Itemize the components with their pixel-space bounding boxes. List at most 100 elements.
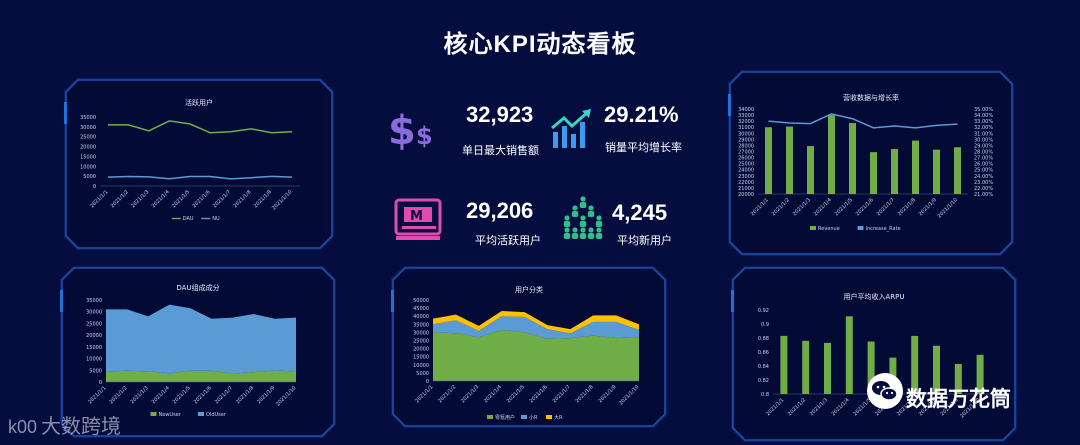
y-tick-label: 35000: [413, 322, 429, 328]
brand-logo-mark: k00: [8, 417, 38, 437]
brand-logo: k00 大数跨境: [8, 410, 121, 439]
y-tick-label: 21.00%: [974, 192, 993, 198]
chart-title: 营收数据与增长率: [843, 93, 899, 102]
person-body: [587, 233, 595, 239]
legend-label: 大R: [554, 414, 563, 421]
person-head: [588, 205, 594, 211]
panel-frame: [65, 79, 333, 249]
revenue-bar: [912, 140, 919, 194]
panel-accent: [731, 290, 734, 312]
y-tick-label: 0.84: [758, 364, 769, 370]
increase-rate-line: [768, 113, 958, 129]
y-tick-label: 30000: [738, 131, 754, 137]
revenue-bar: [828, 115, 835, 194]
y-tick-label: 25000: [413, 339, 429, 345]
y-tick-label: 28.00%: [974, 150, 993, 156]
legend-swatch: [487, 415, 493, 419]
people-group-icon: [560, 194, 606, 247]
panel-accent: [60, 290, 63, 312]
kpi-avg-active-users-value: 29,206: [466, 198, 534, 223]
series-line-nu: [107, 175, 293, 180]
y-tick-label: 10000: [413, 363, 429, 369]
y-tick-label: 33.00%: [974, 119, 993, 125]
arpu-bar: [911, 335, 919, 394]
revenue-bar: [891, 149, 898, 194]
brand-name: 大数跨境: [41, 416, 122, 438]
y-tick-label: 0.8: [761, 392, 769, 398]
y-tick-label: 0: [93, 184, 96, 190]
y-tick-label: 22000: [738, 180, 754, 186]
y-tick-label: 25.00%: [974, 168, 993, 174]
y-tick-label: 20000: [413, 347, 429, 353]
y-tick-label: 33000: [738, 113, 754, 119]
revenue-bar: [954, 147, 961, 194]
y-tick-label: 45000: [413, 306, 429, 312]
chart-title: DAU组成成分: [176, 283, 219, 292]
kpi-avg-new-users-label: 平均新用户: [617, 235, 672, 247]
person-head: [580, 227, 586, 233]
chart-dau-composition: DAU组成成分 35000 30000 25000 20000 15000 10000 500…: [60, 266, 336, 438]
y-tick-label: 27000: [738, 150, 754, 156]
y-tick-label: 20000: [738, 192, 754, 198]
chart-user-category: 用户分类500004500040000350003000025000200001…: [391, 266, 667, 428]
arpu-bar: [802, 340, 810, 394]
area-series: [106, 304, 296, 374]
y-tick-label: 35000: [86, 298, 102, 304]
legend-label: DAU: [183, 216, 194, 222]
y-tick-label: 30000: [86, 310, 102, 316]
person-head: [588, 227, 594, 233]
y-tick-label: 15000: [80, 154, 96, 160]
y-tick-label: 0: [426, 379, 429, 385]
y-tick-label: 32.00%: [974, 125, 993, 131]
svg-text:M: M: [410, 209, 423, 224]
legend-label: 小R: [529, 414, 538, 421]
kpi-sales-growth-value: 29.21%: [604, 102, 679, 127]
y-tick-label: 30000: [413, 330, 429, 336]
chart-revenue-growth: 营收数据与增长率34000330003200031000300002900028…: [728, 70, 1014, 256]
legend-label: NU: [212, 216, 220, 222]
person-head: [564, 215, 570, 221]
arpu-bar: [933, 345, 940, 394]
y-tick-label: 21000: [738, 186, 754, 192]
area-series: [106, 370, 296, 382]
kpi-max-daily-sales-label: 单日最大销售额: [462, 145, 539, 157]
y-tick-label: 0.82: [758, 378, 769, 384]
person-head: [596, 215, 602, 221]
message-m-icon: M: [394, 198, 444, 247]
kpi-sales-growth-label: 销量平均增长率: [605, 142, 682, 154]
legend-swatch: [810, 226, 816, 230]
y-tick-label: 25000: [86, 321, 102, 327]
chart-title: 活跃用户: [185, 98, 213, 107]
person-head: [580, 196, 586, 202]
legend-label: 零氪用户: [495, 414, 515, 421]
person-body: [571, 233, 579, 239]
arpu-bar: [780, 335, 788, 394]
y-tick-label: 10000: [86, 357, 102, 363]
person-body: [571, 211, 579, 217]
arpu-bar: [976, 354, 984, 394]
y-tick-label: 26.00%: [974, 162, 993, 168]
legend-swatch: [546, 415, 552, 419]
arpu-bar: [824, 342, 831, 394]
legend-label: NewUser: [159, 412, 182, 418]
svg-text:$: $: [416, 122, 433, 150]
revenue-bar: [849, 122, 856, 194]
person-head: [596, 227, 602, 233]
panel-accent: [64, 102, 67, 124]
kpi-avg-new-users-value: 4,245: [612, 200, 668, 225]
y-tick-label: 20000: [80, 145, 96, 151]
y-tick-label: 35.00%: [974, 107, 993, 113]
arpu-bar: [845, 316, 853, 394]
chart-title: 用户平均收入ARPU: [844, 292, 905, 301]
area-series: [433, 316, 639, 339]
panel-accent: [391, 290, 394, 312]
y-tick-label: 35000: [80, 115, 96, 121]
panel-accent: [728, 94, 731, 116]
person-body: [579, 202, 587, 208]
chart-arpu: 用户平均收入ARPU0.920.90.880.860.840.820.82021…: [731, 266, 1017, 442]
y-tick-label: 25000: [80, 135, 96, 141]
y-tick-label: 24000: [738, 168, 754, 174]
person-head: [572, 205, 578, 211]
y-tick-label: 5000: [83, 174, 96, 180]
legend-swatch: [198, 412, 204, 416]
